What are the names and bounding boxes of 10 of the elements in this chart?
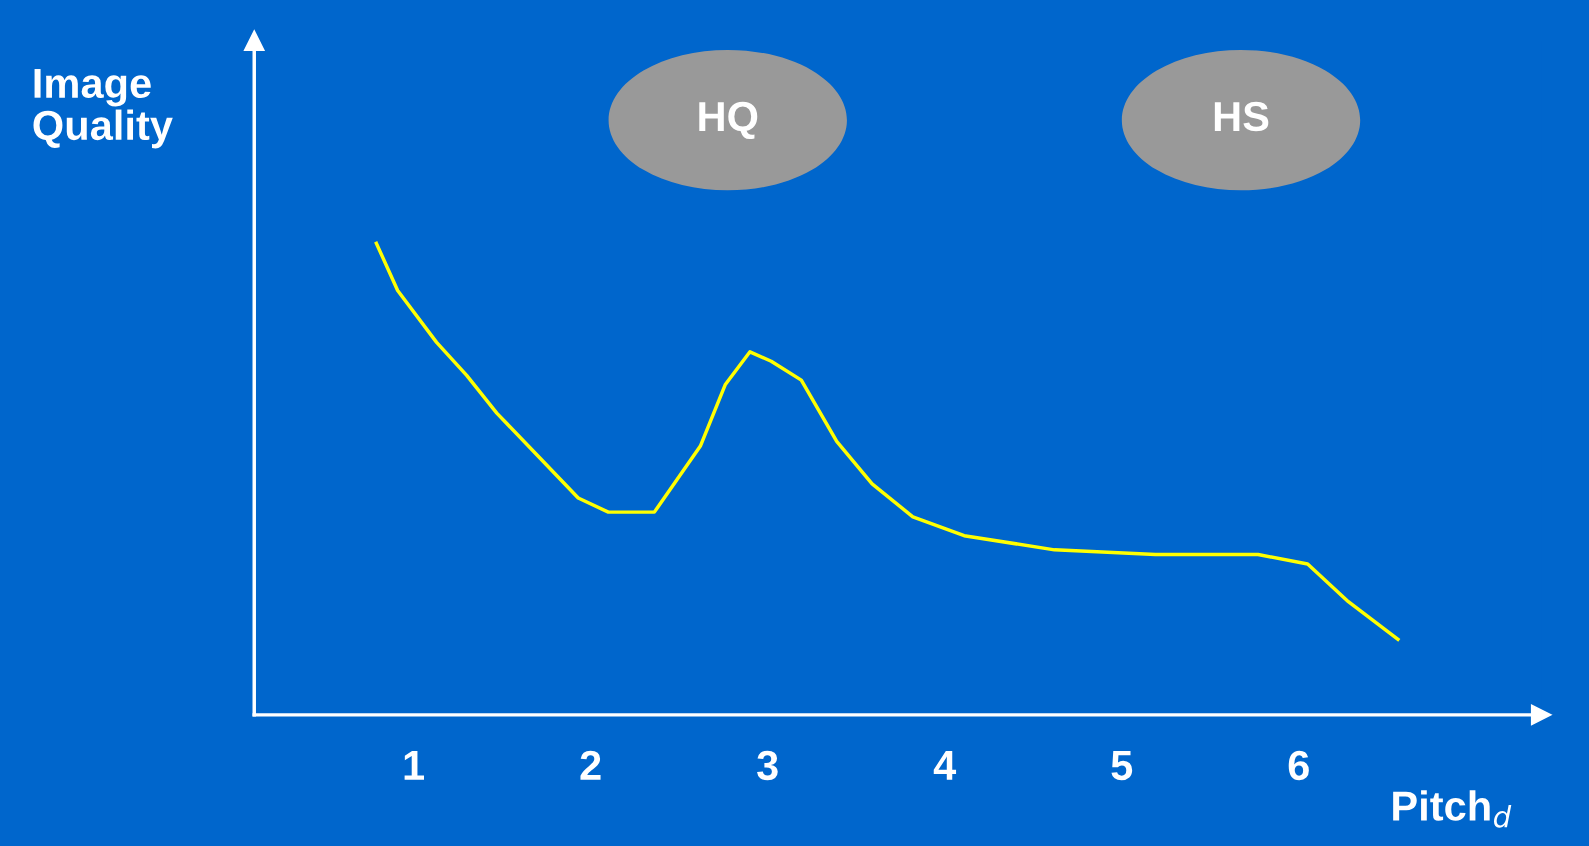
y-axis-title: Image Quality bbox=[33, 69, 173, 149]
x-tick-label: 4 bbox=[933, 751, 957, 780]
x-tick-label: 1 bbox=[404, 751, 424, 780]
x-tick-label: 3 bbox=[757, 750, 778, 781]
text: HQ bbox=[699, 101, 758, 140]
text: HS bbox=[1214, 101, 1269, 132]
x-tick-label: 5 bbox=[1111, 751, 1133, 781]
x-axis-title: Pitch$_{d}$ bbox=[1393, 790, 1512, 828]
x-tick-label: 2 bbox=[580, 750, 601, 780]
x-tick-label: 6 bbox=[1288, 750, 1309, 781]
